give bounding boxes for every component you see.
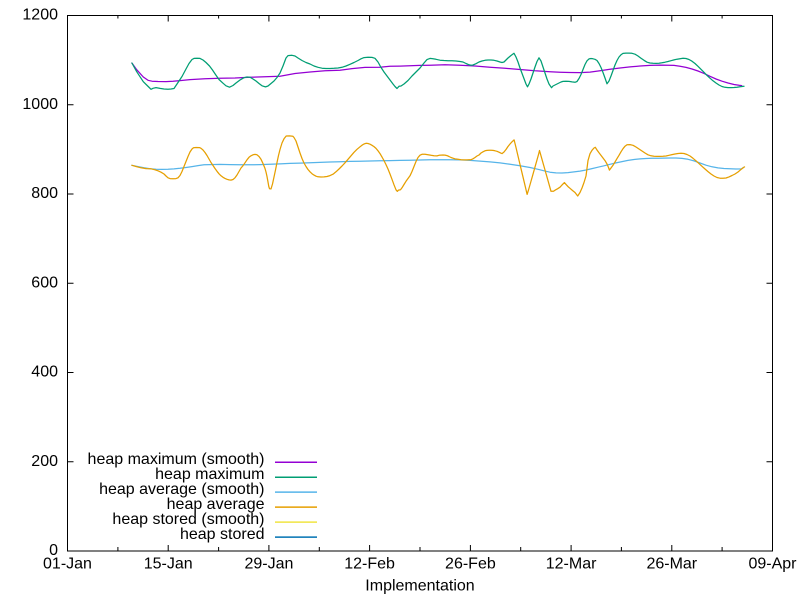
svg-text:800: 800: [31, 185, 58, 202]
svg-text:26-Mar: 26-Mar: [646, 556, 697, 573]
svg-text:15-Jan: 15-Jan: [144, 556, 193, 573]
svg-text:400: 400: [31, 364, 58, 381]
svg-text:200: 200: [31, 453, 58, 470]
svg-text:600: 600: [31, 274, 58, 291]
svg-text:12-Feb: 12-Feb: [344, 556, 395, 573]
svg-text:29-Jan: 29-Jan: [244, 556, 293, 573]
svg-text:1200: 1200: [22, 7, 58, 24]
svg-text:26-Feb: 26-Feb: [445, 556, 496, 573]
svg-text:heap maximum: heap maximum: [155, 466, 264, 483]
svg-text:heap stored: heap stored: [180, 526, 265, 543]
svg-text:heap stored (smooth): heap stored (smooth): [112, 511, 264, 528]
svg-text:0: 0: [49, 542, 58, 559]
svg-text:Implementation: Implementation: [365, 578, 474, 595]
svg-text:heap maximum (smooth): heap maximum (smooth): [88, 451, 265, 468]
svg-text:01-Jan: 01-Jan: [43, 556, 92, 573]
svg-text:12-Mar: 12-Mar: [546, 556, 597, 573]
svg-text:1000: 1000: [22, 96, 58, 113]
svg-text:09-Apr: 09-Apr: [748, 556, 797, 573]
svg-text:heap average (smooth): heap average (smooth): [99, 481, 264, 498]
svg-text:heap average: heap average: [167, 496, 265, 513]
